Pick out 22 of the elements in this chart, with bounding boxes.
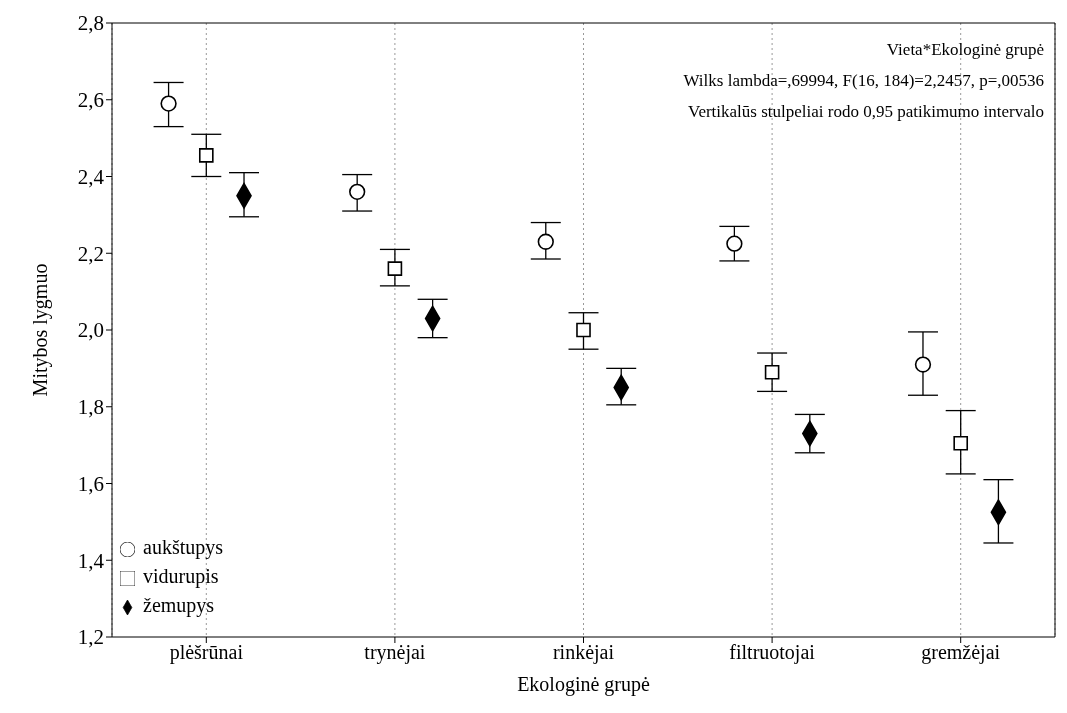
y-tick-label: 1,4 [77,548,105,573]
y-tick-label: 2,8 [77,11,104,36]
y-tick-label: 1,8 [77,395,104,420]
x-axis-title: Ekologinė grupė [517,673,650,696]
x-tick-label: trynėjai [364,641,426,665]
y-tick-label: 2,6 [77,88,104,113]
y-tick-label: 1,6 [77,471,104,496]
x-tick-label: filtruotojai [729,641,816,665]
annotation: Wilks lambda=,69994, F(16, 184)=2,2457, p=,00536 [683,70,1044,92]
y-axis-title: Mitybos lygmuo [29,263,53,397]
y-tick-label: 1,2 [77,625,104,650]
y-tick-label: 2,2 [77,241,104,266]
y-tick-label: 2,4 [77,164,105,189]
x-tick-label: plėšrūnai [169,641,244,665]
legend-label: vidurupis [143,565,219,587]
annotation: Vertikalūs stulpeliai rodo 0,95 patikimumo intervalo [687,101,1044,123]
legend-label: aukštupys [143,536,223,558]
x-tick-label: gremžėjai [921,641,1001,665]
annotation: Vieta*Ekologinė grupė [885,39,1044,61]
x-tick-label: rinkėjai [552,641,615,665]
y-tick-label: 2,0 [77,318,104,343]
legend-label: žemupys [143,594,215,616]
